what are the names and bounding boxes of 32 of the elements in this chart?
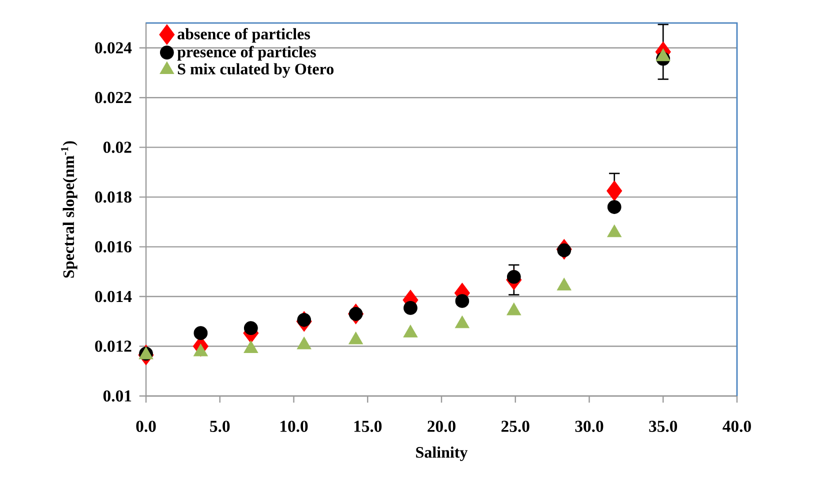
x-tick-label: 0.0 [136, 420, 156, 432]
x-tick-label: 10.0 [280, 420, 308, 432]
legend-label: S mix culated by Otero [178, 63, 334, 78]
y-axis-title: Spectral slope(nm$^{-1}$) [61, 141, 78, 278]
legend-label: absence of particles [178, 28, 310, 43]
x-tick-label: 30.0 [575, 420, 604, 432]
x-axis-title: Salinity [416, 446, 468, 462]
point [557, 243, 572, 258]
x-tick-label: 5.0 [210, 420, 230, 432]
y-tick-label: 0.016 [95, 241, 132, 252]
point [606, 180, 622, 202]
point [244, 321, 258, 336]
x-tick-label: 35.0 [649, 420, 678, 432]
point [297, 312, 312, 327]
point [348, 306, 363, 321]
x-tick-label: 15.0 [354, 420, 382, 432]
point [607, 200, 622, 214]
x-tick-label: 40.0 [722, 420, 751, 432]
y-tick-label: 0.024 [95, 42, 132, 54]
point [506, 270, 521, 284]
x-tick-label: 25.0 [501, 420, 530, 432]
point [404, 301, 418, 315]
x-tick-label: 20.0 [428, 420, 456, 432]
point [455, 294, 470, 308]
legend-label: presence of particles [177, 46, 316, 61]
point [194, 326, 208, 340]
y-tick-label: 0.02 [103, 142, 132, 153]
y-tick-label: 0.018 [95, 191, 132, 203]
y-tick-label: 0.012 [95, 340, 132, 352]
y-tick-label: 0.022 [95, 92, 132, 104]
y-tick-label: 0.014 [95, 290, 132, 302]
y-tick-label: 0.01 [103, 390, 132, 402]
